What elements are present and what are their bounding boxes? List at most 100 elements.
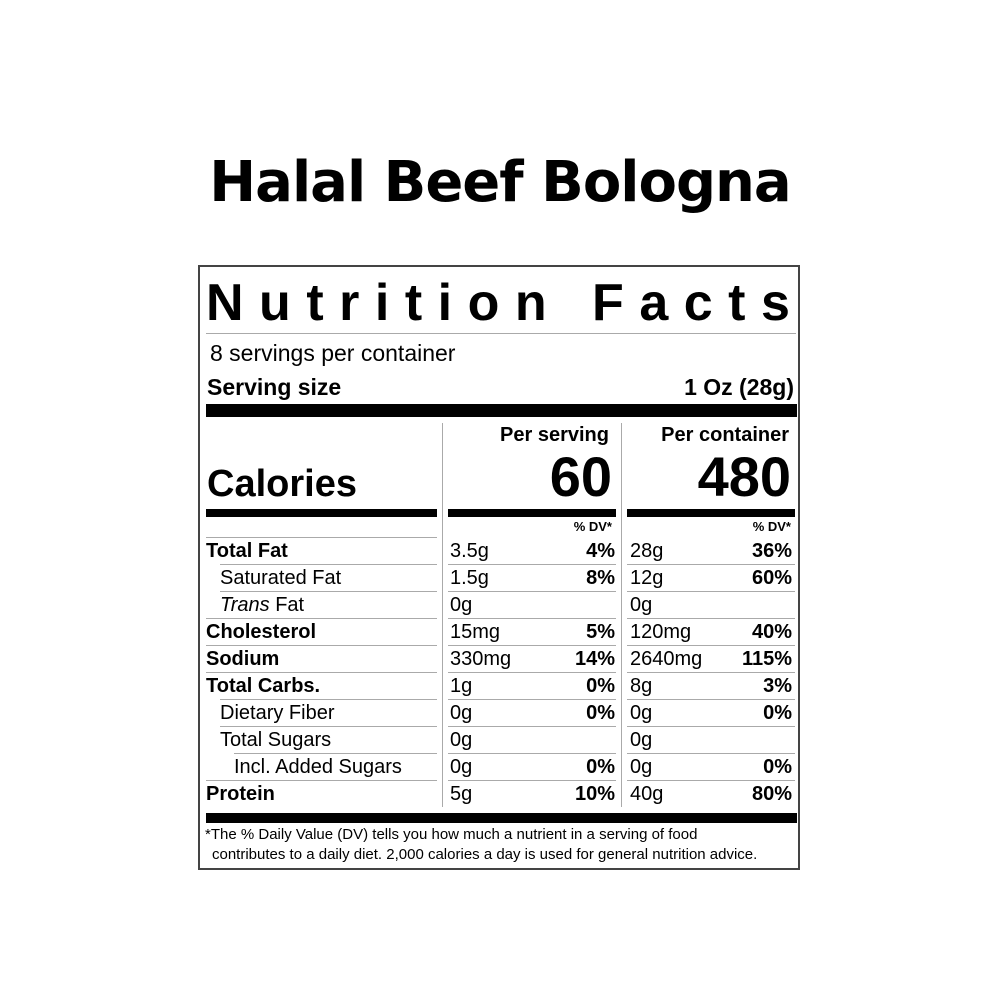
row-divider <box>627 645 795 646</box>
serving-amount: 0g <box>450 594 473 616</box>
container-amount: 12g <box>630 567 664 589</box>
row-divider <box>220 726 437 727</box>
nutrient-name: Total Sugars <box>220 729 332 751</box>
row-divider <box>448 645 616 646</box>
serving-dv: 10% <box>574 783 615 805</box>
row-divider <box>448 726 616 727</box>
nutrient-row: Sodium 330mg 14% 2640mg 115% <box>206 646 795 673</box>
nutrient-row: Saturated Fat 1.5g 8% 12g 60% <box>206 565 795 592</box>
nutrition-facts-label: Nutrition Facts 8 servings per container… <box>198 265 800 870</box>
serving-amount: 15mg <box>450 621 501 643</box>
container-amount: 0g <box>630 756 653 778</box>
row-divider <box>627 753 795 754</box>
nutrient-row: Trans Fat 0g 0g <box>206 592 795 619</box>
container-dv: 80% <box>751 783 792 805</box>
serving-amount: 0g <box>450 702 473 724</box>
thick-divider <box>206 813 797 823</box>
product-title: Halal Beef Bologna <box>209 150 791 215</box>
serving-dv: 5% <box>586 621 615 643</box>
thick-divider <box>206 509 437 517</box>
container-dv: 0% <box>763 756 792 778</box>
row-divider <box>627 726 795 727</box>
calories-label: Calories <box>207 463 357 505</box>
column-divider <box>621 423 622 807</box>
nutrient-name: Dietary Fiber <box>220 702 335 724</box>
row-divider <box>448 753 616 754</box>
dv-header: % DV* <box>573 519 612 534</box>
row-divider <box>627 699 795 700</box>
container-dv: 36% <box>751 540 792 562</box>
divider <box>206 333 796 334</box>
calories-per-container: 480 <box>697 445 791 508</box>
thick-divider <box>627 509 795 517</box>
dv-header: % DV* <box>752 519 791 534</box>
serving-amount: 1g <box>450 675 473 697</box>
thick-divider <box>448 509 616 517</box>
nutrient-name: Total Carbs. <box>206 675 321 697</box>
nutrient-name: Protein <box>206 783 275 805</box>
container-dv: 115% <box>741 648 792 670</box>
container-amount: 0g <box>630 594 653 616</box>
container-amount: 0g <box>630 729 653 751</box>
row-divider <box>206 618 437 619</box>
calories-per-serving: 60 <box>549 445 612 508</box>
nutrient-name: Incl. Added Sugars <box>234 756 402 778</box>
serving-size-label: Serving size <box>207 374 342 400</box>
container-amount: 28g <box>630 540 664 562</box>
row-divider <box>627 591 795 592</box>
nutrient-name: Trans Fat <box>220 593 304 617</box>
container-dv: 3% <box>763 675 792 697</box>
nutrient-name: Saturated Fat <box>220 567 342 589</box>
row-divider <box>448 591 616 592</box>
row-divider <box>627 672 795 673</box>
row-divider <box>448 699 616 700</box>
serving-amount: 0g <box>450 729 473 751</box>
row-divider <box>220 591 437 592</box>
serving-dv: 0% <box>586 675 615 697</box>
serving-dv: 8% <box>586 567 615 589</box>
nutrient-row: Dietary Fiber 0g 0% 0g 0% <box>206 700 795 727</box>
row-divider <box>206 537 437 538</box>
row-divider <box>627 564 795 565</box>
nutrient-row: Cholesterol 15mg 5% 120mg 40% <box>206 619 795 646</box>
serving-amount: 1.5g <box>450 567 489 589</box>
nutrient-name: Sodium <box>206 648 280 670</box>
row-divider <box>448 618 616 619</box>
serving-amount: 5g <box>450 783 473 805</box>
row-divider <box>206 645 437 646</box>
nutrient-name-rest: Fat <box>269 594 305 616</box>
row-divider <box>448 564 616 565</box>
serving-dv: 0% <box>586 702 615 724</box>
container-dv: 60% <box>751 567 792 589</box>
row-divider <box>448 672 616 673</box>
nutrient-name-italic: Trans <box>220 594 270 616</box>
container-amount: 40g <box>630 783 664 805</box>
row-divider <box>206 672 437 673</box>
per-container-label: Per container <box>661 424 789 446</box>
footnote: *The % Daily Value (DV) tells you how mu… <box>205 825 795 865</box>
footnote-line-2: contributes to a daily diet. 2,000 calor… <box>212 846 758 863</box>
container-dv: 0% <box>763 702 792 724</box>
row-divider <box>627 780 795 781</box>
row-divider <box>448 780 616 781</box>
container-amount: 8g <box>630 675 653 697</box>
row-divider <box>234 753 437 754</box>
nutrient-row: Total Carbs. 1g 0% 8g 3% <box>206 673 795 700</box>
nutrient-name: Total Fat <box>206 540 288 562</box>
container-dv: 40% <box>751 621 792 643</box>
serving-dv: 0% <box>586 756 615 778</box>
serving-amount: 3.5g <box>450 540 489 562</box>
row-divider <box>220 564 437 565</box>
nutrient-row: Incl. Added Sugars 0g 0% 0g 0% <box>206 754 795 781</box>
nutrient-row: Total Fat 3.5g 4% 28g 36% <box>206 538 795 565</box>
serving-amount: 0g <box>450 756 473 778</box>
nutrient-row: Protein 5g 10% 40g 80% <box>206 781 795 808</box>
serving-amount: 330mg <box>450 648 512 670</box>
column-divider <box>442 423 443 807</box>
serving-size-value: 1 Oz (28g) <box>684 374 794 400</box>
label-heading: Nutrition Facts <box>206 274 806 332</box>
serving-dv: 4% <box>586 540 615 562</box>
row-divider <box>627 618 795 619</box>
thick-divider <box>206 404 797 417</box>
row-divider <box>220 699 437 700</box>
